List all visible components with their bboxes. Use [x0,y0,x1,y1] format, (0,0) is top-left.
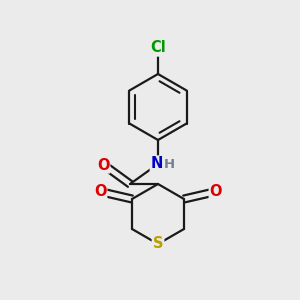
Text: O: O [210,184,222,200]
Text: H: H [164,158,175,172]
Text: Cl: Cl [150,40,166,56]
Text: O: O [97,158,109,172]
Text: S: S [153,236,163,251]
Text: O: O [94,184,106,200]
Text: N: N [151,157,163,172]
